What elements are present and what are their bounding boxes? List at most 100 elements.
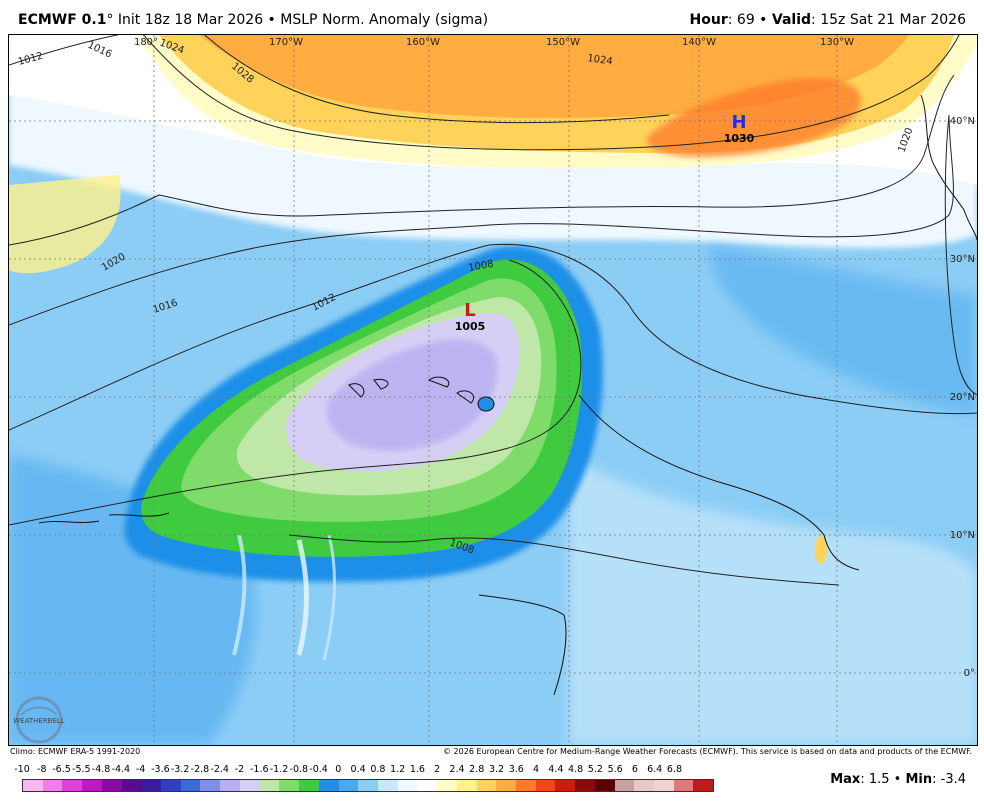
- streak-1: [232, 534, 247, 656]
- legend-tick: -2: [234, 764, 245, 775]
- legend-swatch: [397, 780, 418, 791]
- legend-tick: 5.2: [587, 764, 603, 775]
- valid-value: : 15z Sat 21 Mar 2026: [811, 12, 966, 28]
- legend-tick: -4: [135, 764, 146, 775]
- legend-swatch: [456, 780, 477, 791]
- max-label: Max: [830, 772, 861, 787]
- legend-tick: -8: [37, 764, 47, 775]
- isobar-label: 1024: [587, 53, 614, 67]
- legend-tick: 2.4: [449, 764, 465, 775]
- legend-tick: -0.4: [309, 764, 328, 775]
- legend-tick: -2.4: [210, 764, 229, 775]
- legend-swatch: [180, 780, 201, 791]
- high-value: 1030: [724, 132, 755, 145]
- legend-tick: -0.8: [289, 764, 309, 775]
- field-name: MSLP Norm. Anomaly (sigma): [280, 12, 489, 28]
- header-bar: ECMWF 0.1° Init 18z 18 Mar 2026 • MSLP N…: [0, 0, 984, 34]
- legend-swatch: [535, 780, 556, 791]
- legend-tick: -5.5: [72, 764, 91, 775]
- legend-color-bar: [22, 779, 714, 792]
- min-value: : -3.4: [932, 772, 966, 787]
- legend-swatch: [377, 780, 398, 791]
- init-time: Init 18z 18 Mar 2026: [113, 12, 264, 28]
- isobar-label: 1008: [468, 259, 495, 274]
- legend-tick: 1.6: [409, 764, 425, 775]
- weatherbell-logo: WEATHERBELL: [13, 696, 65, 744]
- lat-label: 0°: [964, 668, 975, 679]
- graticule: [9, 35, 977, 745]
- legend-swatch: [476, 780, 497, 791]
- legend-tick: 6: [631, 764, 638, 775]
- legend-swatch: [594, 780, 615, 791]
- legend-tick: 1.2: [390, 764, 406, 775]
- longitude-labels: 180° 170°W 160°W 150°W 140°W 130°W: [134, 37, 854, 48]
- field-stats: Max: 1.5 • Min: -3.4: [830, 772, 966, 787]
- legend-swatch: [200, 780, 221, 791]
- legend-tick: -6.5: [52, 764, 71, 775]
- legend-swatch: [417, 780, 438, 791]
- legend-swatch: [259, 780, 280, 791]
- low-pressure-marker: L 1005: [455, 300, 486, 333]
- legend-tick: 5.6: [607, 764, 623, 775]
- lat-label: 30°N: [950, 254, 975, 265]
- legend-swatch: [693, 780, 714, 791]
- legend-swatch: [239, 780, 260, 791]
- legend-swatch: [299, 780, 319, 791]
- lon-label: 170°W: [269, 37, 303, 48]
- legend-tick: 0.4: [350, 764, 366, 775]
- legend-tick: 6.4: [647, 764, 663, 775]
- degree-mark: °: [106, 12, 114, 28]
- lon-label: 180°: [134, 37, 158, 48]
- legend-swatch: [161, 780, 181, 791]
- legend-tick: 0: [335, 764, 342, 775]
- max-value: : 1.5: [860, 772, 890, 787]
- map-canvas: 1016 1024 1012 1028 1024 1020 1020 1016 …: [9, 35, 977, 745]
- legend-tick: 6.8: [666, 764, 683, 775]
- legend-tick: 3.2: [488, 764, 505, 775]
- legend-tick: 2.8: [469, 764, 485, 775]
- legend-swatch: [82, 780, 102, 791]
- big-island: [477, 396, 495, 412]
- hour-value: : 69: [727, 12, 755, 28]
- legend-tick: 4.8: [568, 764, 584, 775]
- high-pressure-marker: H 1030: [724, 112, 755, 145]
- lat-label: 20°N: [950, 392, 975, 403]
- legend-swatch: [634, 780, 654, 791]
- lon-label: 140°W: [682, 37, 716, 48]
- positive-anomaly-spot: [815, 536, 827, 564]
- legend-tick-labels: -10 -8 -6.5 -5.5 -4.8 -4.4 -4 -3.6 -3.2 -2.8 -2.4-…: [14, 764, 714, 778]
- streak-3: [322, 534, 336, 661]
- latitude-labels: 40°N 30°N 20°N 10°N 0°: [950, 116, 975, 679]
- anomaly-map: 1016 1024 1012 1028 1024 1020 1020 1016 …: [8, 34, 978, 746]
- negative-anomaly-east: [709, 245, 977, 415]
- legend-swatch: [220, 780, 240, 791]
- low-symbol: L: [464, 300, 475, 321]
- map-title: ECMWF 0.1° Init 18z 18 Mar 2026 • MSLP N…: [18, 12, 488, 28]
- legend-swatch: [101, 780, 122, 791]
- credits-bar: Climo: ECMWF ERA-5 1991-2020 © 2026 Euro…: [0, 745, 984, 759]
- legend-swatch: [358, 780, 378, 791]
- lat-label: 40°N: [950, 116, 975, 127]
- climo-credit: Climo: ECMWF ERA-5 1991-2020: [10, 747, 141, 756]
- legend-tick: -1.2: [269, 764, 289, 775]
- stats-separator: •: [889, 772, 906, 787]
- legend-swatch: [673, 780, 694, 791]
- legend-swatch: [496, 780, 516, 791]
- legend-tick: 4: [533, 764, 540, 775]
- neutral-southeast: [569, 455, 977, 745]
- valid-separator: •: [754, 12, 772, 28]
- legend-swatch: [121, 780, 142, 791]
- min-label: Min: [905, 772, 933, 787]
- hour-label: Hour: [689, 12, 728, 28]
- positive-anomaly-core: [647, 78, 861, 158]
- lon-label: 130°W: [820, 37, 854, 48]
- legend-swatch: [23, 780, 43, 791]
- legend-tick: -10: [14, 764, 30, 775]
- logo-text: WEATHERBELL: [13, 717, 65, 725]
- legend-swatch: [338, 780, 359, 791]
- coastlines: [38, 94, 977, 696]
- lon-label: 150°W: [546, 37, 580, 48]
- legend-swatch: [141, 780, 162, 791]
- legend-tick: -3.6: [151, 764, 170, 775]
- legend-swatch: [515, 780, 536, 791]
